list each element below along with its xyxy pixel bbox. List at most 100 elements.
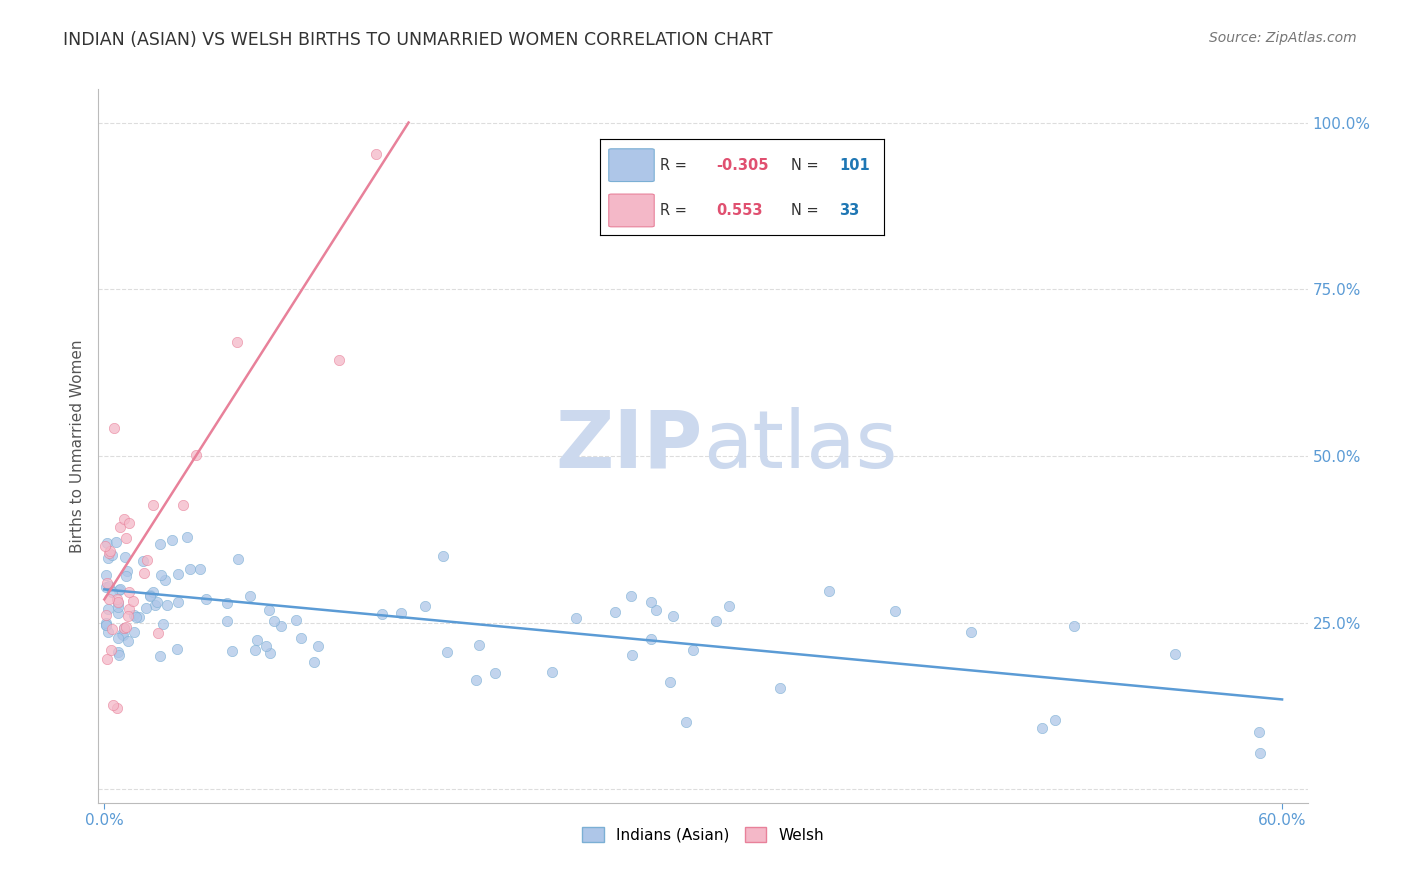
Point — [97, 625, 120, 640]
Point — [97, 546, 120, 560]
Point — [254, 639, 277, 653]
Point — [117, 633, 139, 648]
Point — [146, 626, 169, 640]
Point — [105, 534, 128, 549]
Point — [98, 544, 121, 558]
Point — [107, 645, 129, 659]
Point — [135, 553, 157, 567]
Point — [107, 596, 129, 610]
Point — [640, 632, 662, 646]
Point — [152, 617, 174, 632]
Point — [432, 549, 454, 563]
Point — [97, 551, 120, 566]
Point — [246, 632, 269, 647]
Point — [139, 590, 162, 604]
Point — [115, 564, 138, 578]
Point — [259, 646, 281, 660]
Point — [107, 648, 129, 663]
Point — [166, 595, 188, 609]
Point — [884, 603, 907, 617]
Point — [108, 583, 131, 598]
Point — [135, 600, 157, 615]
Point — [143, 598, 166, 612]
Point — [1164, 647, 1187, 661]
Point — [111, 627, 134, 641]
Point — [145, 595, 167, 609]
Point — [118, 602, 141, 616]
Point — [96, 618, 118, 632]
Point — [105, 592, 128, 607]
Point — [94, 539, 117, 553]
Point — [149, 648, 172, 663]
Point — [1063, 619, 1085, 633]
Point — [239, 589, 262, 603]
Point — [817, 584, 839, 599]
Point — [96, 567, 118, 582]
Text: atlas: atlas — [703, 407, 897, 485]
Point — [194, 592, 217, 607]
Point — [370, 607, 392, 621]
Point — [364, 147, 387, 161]
Point — [112, 628, 135, 642]
Point — [328, 352, 350, 367]
Point — [115, 569, 138, 583]
Point — [290, 631, 312, 645]
Point — [682, 643, 704, 657]
Point — [96, 616, 118, 631]
Point — [640, 595, 662, 609]
Point — [541, 665, 564, 679]
Point — [662, 609, 685, 624]
Point — [110, 520, 132, 534]
Point — [172, 498, 194, 512]
Point — [644, 603, 666, 617]
Point — [156, 598, 179, 612]
Point — [117, 608, 139, 623]
Point — [112, 621, 135, 635]
Point — [1249, 747, 1271, 761]
Point — [101, 623, 124, 637]
Point — [96, 651, 118, 665]
Point — [270, 619, 292, 633]
Point — [96, 576, 118, 591]
Point — [107, 599, 129, 614]
Point — [105, 700, 128, 714]
Point — [150, 567, 173, 582]
Point — [188, 562, 211, 576]
Point — [96, 617, 118, 632]
Point — [263, 614, 285, 628]
Point — [436, 645, 458, 659]
Point — [243, 642, 266, 657]
Point — [468, 638, 491, 652]
Point — [302, 655, 325, 669]
Point — [114, 550, 136, 565]
Point — [166, 642, 188, 657]
Point — [97, 602, 120, 616]
Point — [155, 574, 177, 588]
Point — [112, 621, 135, 635]
Point — [179, 562, 201, 576]
Point — [167, 567, 190, 582]
Point — [184, 448, 207, 462]
Point — [413, 599, 436, 614]
Point — [464, 673, 486, 687]
Legend: Indians (Asian), Welsh: Indians (Asian), Welsh — [576, 821, 830, 848]
Point — [176, 531, 198, 545]
Point — [98, 591, 121, 606]
Point — [118, 584, 141, 599]
Point — [769, 681, 792, 695]
Point — [484, 665, 506, 680]
Point — [107, 607, 129, 621]
Point — [103, 421, 125, 435]
Point — [121, 594, 143, 608]
Point — [603, 605, 626, 619]
Point — [259, 603, 281, 617]
Point — [160, 533, 183, 547]
Point — [226, 552, 249, 566]
Point — [717, 599, 740, 614]
Point — [659, 675, 682, 690]
Point — [142, 584, 165, 599]
Point — [110, 582, 132, 597]
Point — [217, 596, 239, 610]
Point — [101, 698, 124, 712]
Point — [96, 535, 118, 549]
